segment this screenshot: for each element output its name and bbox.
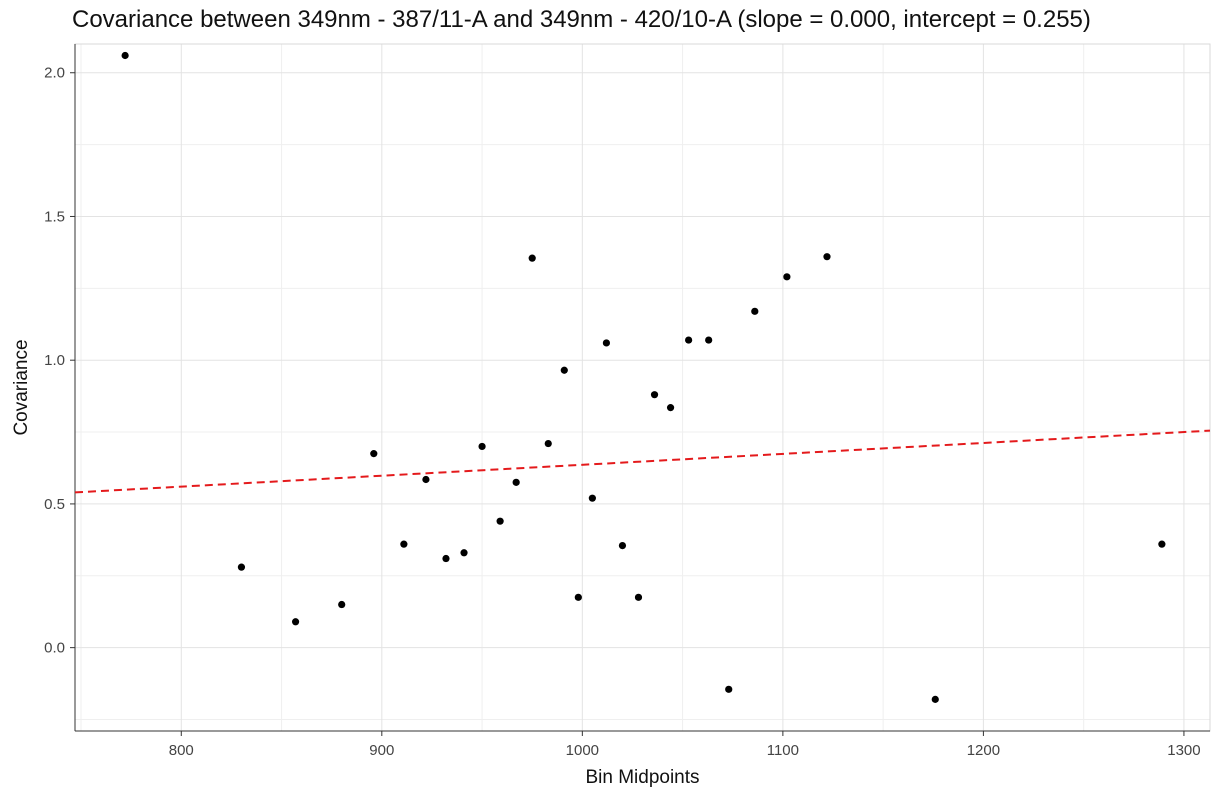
data-point xyxy=(370,450,378,458)
x-tick-label: 1100 xyxy=(767,742,799,759)
data-point xyxy=(237,563,246,571)
axes xyxy=(74,43,1211,732)
data-point xyxy=(496,517,504,525)
y-tick-label: 1.5 xyxy=(44,208,65,225)
data-point xyxy=(460,549,468,557)
data-point xyxy=(685,336,693,344)
data-point xyxy=(400,540,408,548)
x-axis-title: Bin Midpoints xyxy=(585,767,699,788)
x-tick-label: 900 xyxy=(369,742,394,759)
trend-line-group xyxy=(74,429,1211,494)
data-point xyxy=(291,618,300,626)
y-tick-label: 2.0 xyxy=(44,65,65,82)
data-point xyxy=(560,366,568,374)
data-point xyxy=(544,439,552,448)
data-point xyxy=(725,685,733,693)
data-point xyxy=(783,273,791,281)
data-point xyxy=(650,391,659,399)
data-point xyxy=(931,695,939,703)
x-tick-label: 800 xyxy=(169,742,194,759)
data-point xyxy=(442,554,450,563)
data-point xyxy=(1158,540,1166,548)
data-point xyxy=(588,494,596,502)
data-point xyxy=(705,336,713,344)
data-point xyxy=(121,51,129,60)
grid-major xyxy=(75,44,1210,731)
data-point xyxy=(751,307,759,315)
data-point xyxy=(823,253,831,261)
y-tick-label: 0.5 xyxy=(44,496,65,513)
data-points xyxy=(121,51,1166,703)
grid-minor xyxy=(75,44,1210,731)
data-point xyxy=(478,442,486,451)
x-tick-label: 1200 xyxy=(967,742,1000,759)
y-axis-ticks: 0.0 0.5 1.0 1.5 2.0 xyxy=(44,65,75,657)
chart-title: Covariance between 349nm - 387/11-A and … xyxy=(72,6,1091,33)
x-axis-ticks: 800 900 1000 1100 1200 1300 xyxy=(169,731,1201,759)
x-tick-label: 1300 xyxy=(1167,742,1200,759)
data-point xyxy=(618,541,627,550)
data-point xyxy=(338,600,346,609)
panel-border xyxy=(74,43,1211,732)
data-point xyxy=(574,593,582,601)
data-point xyxy=(422,475,430,484)
data-point xyxy=(634,593,643,601)
data-point xyxy=(602,339,611,347)
trend-line xyxy=(74,429,1211,494)
data-point xyxy=(666,404,675,412)
data-point xyxy=(528,254,536,262)
y-axis-title: Covariance xyxy=(11,339,32,435)
y-tick-label: 1.0 xyxy=(44,352,65,369)
data-point xyxy=(512,478,520,486)
y-tick-label: 0.0 xyxy=(44,640,65,657)
x-tick-label: 1000 xyxy=(566,742,599,759)
